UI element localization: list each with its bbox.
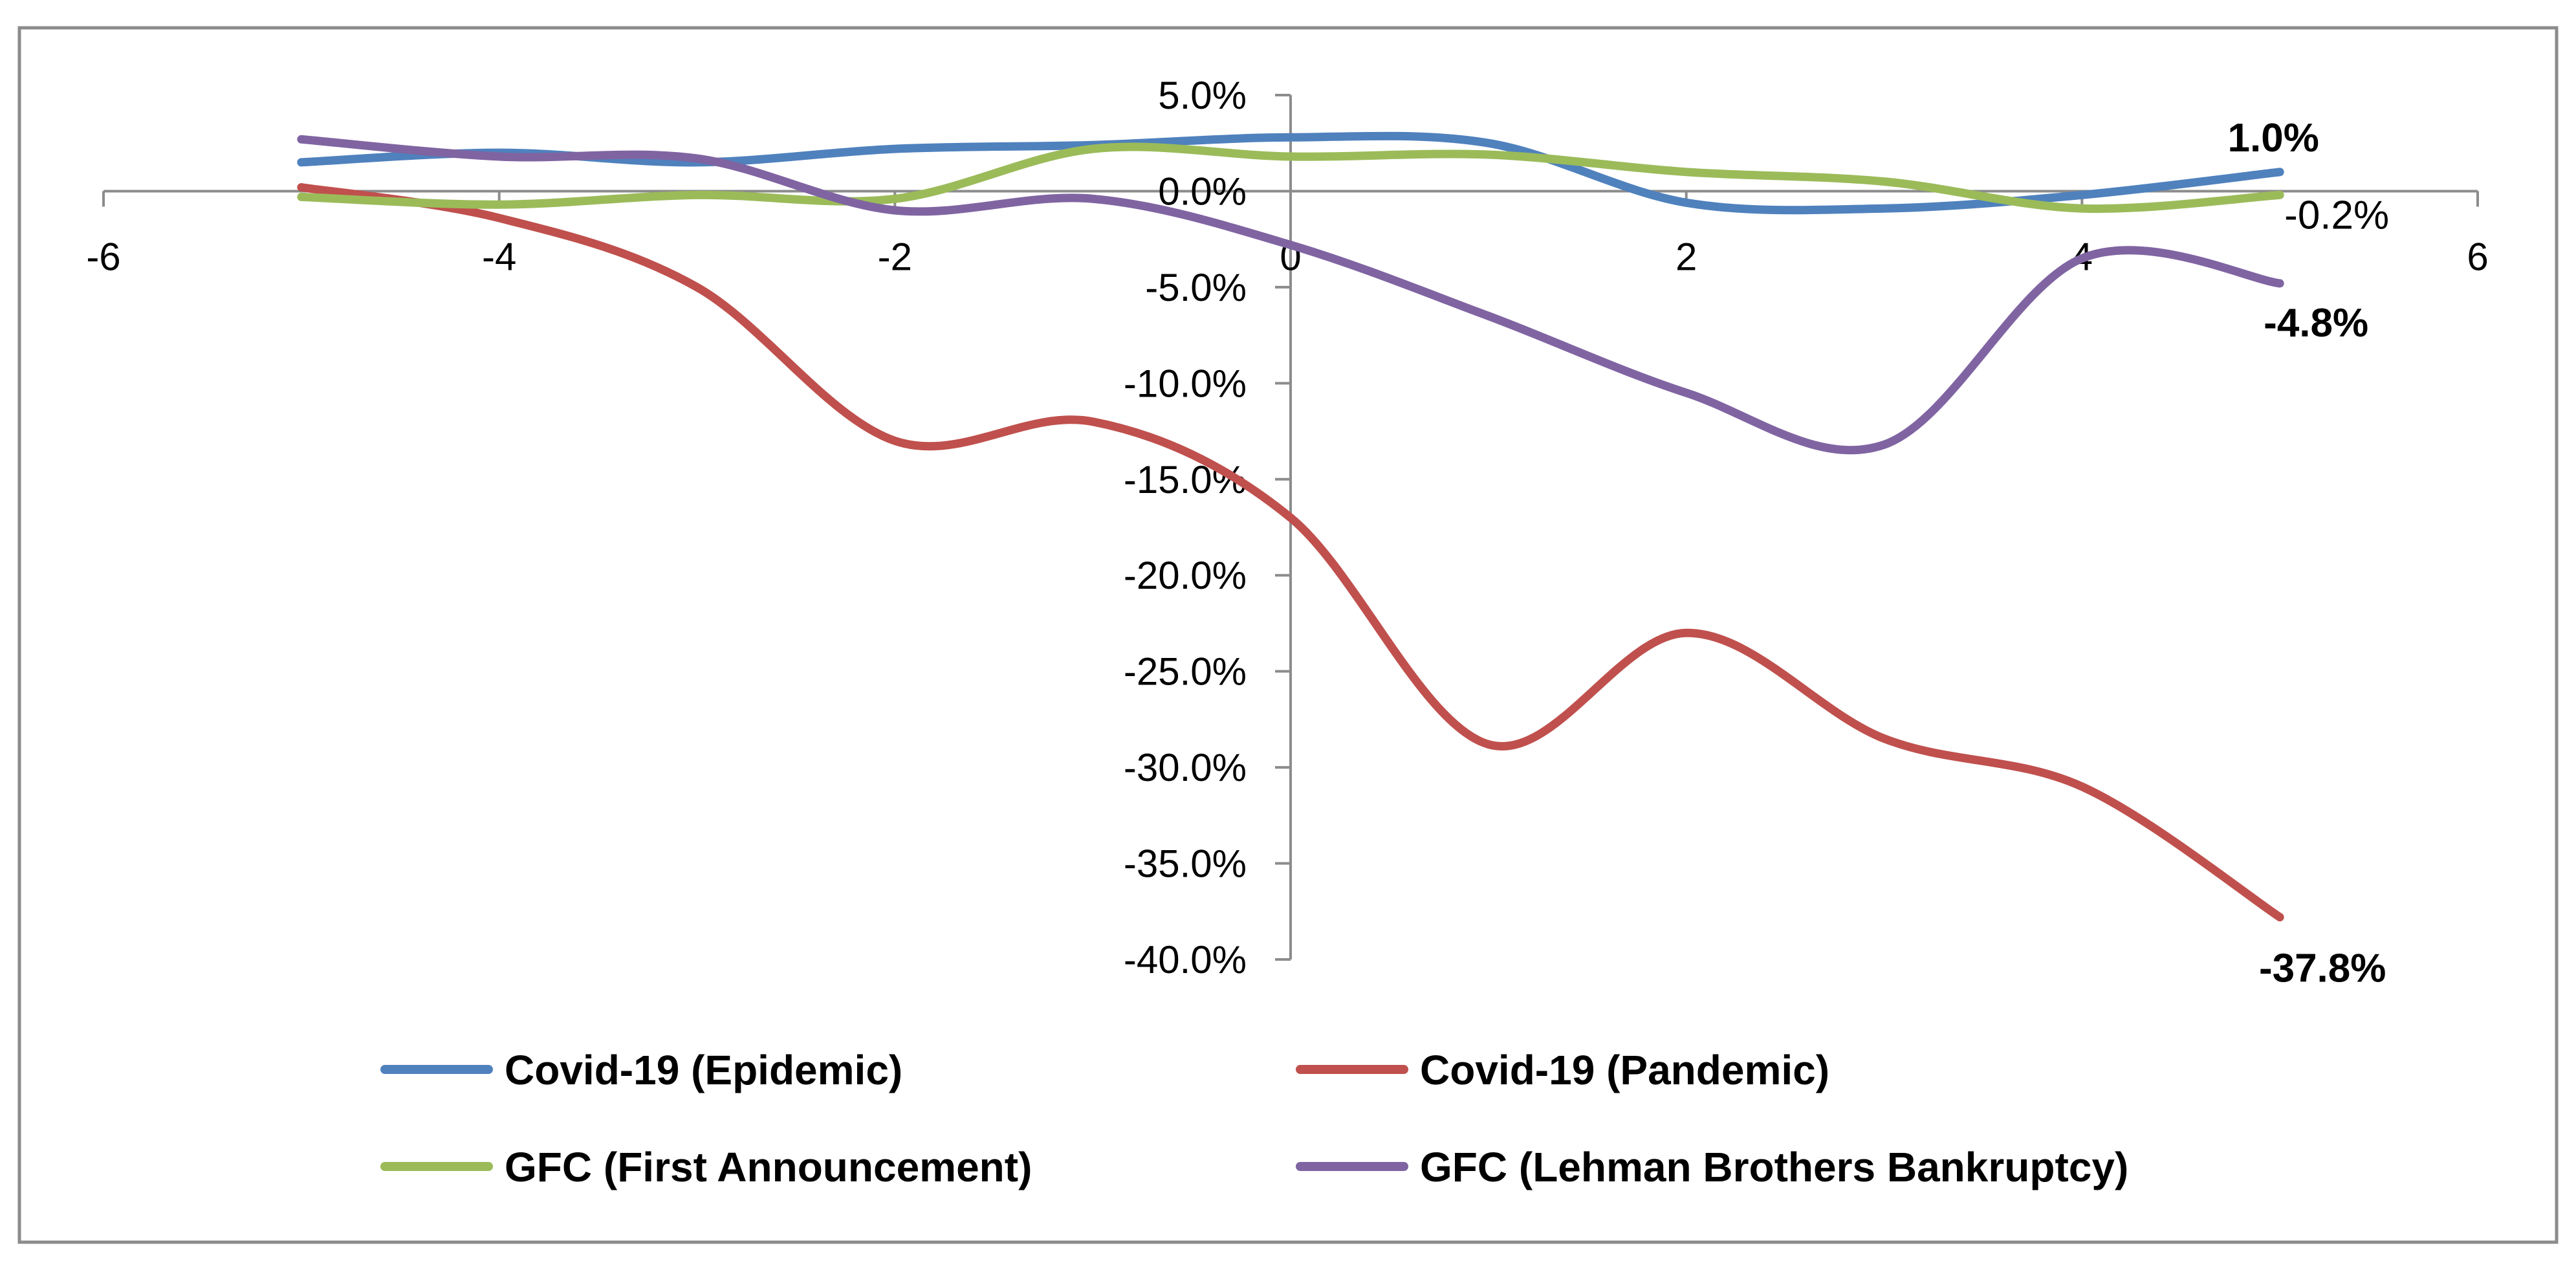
x-tick-label: -4 <box>482 235 516 278</box>
legend-label: Covid-19 (Epidemic) <box>505 1047 902 1093</box>
y-tick-label: -15.0% <box>1124 458 1247 501</box>
x-tick-label: 6 <box>2467 235 2488 278</box>
y-tick-label: -5.0% <box>1145 266 1247 309</box>
legend-label: Covid-19 (Pandemic) <box>1420 1047 1829 1093</box>
y-tick-label: -20.0% <box>1124 554 1247 597</box>
series-end-label: -0.2% <box>2284 193 2389 237</box>
series-end-label: 1.0% <box>2228 116 2319 160</box>
y-tick-label: -40.0% <box>1124 938 1247 981</box>
series-line <box>297 131 2284 215</box>
legend: Covid-19 (Epidemic) Covid-19 (Pandemic) GF… <box>380 1047 2128 1190</box>
series-lines <box>297 131 2284 922</box>
chart-border <box>17 26 2559 1244</box>
y-tick-label: -35.0% <box>1124 842 1247 886</box>
x-tick-label: -6 <box>86 235 120 278</box>
series-line <box>297 183 2284 922</box>
series-line <box>297 135 2284 455</box>
y-tick-label: 5.0% <box>1158 74 1247 117</box>
y-tick-label: 0.0% <box>1158 170 1247 213</box>
legend-label: GFC (Lehman Brothers Bankruptcy) <box>1420 1144 2128 1190</box>
y-tick-label: -25.0% <box>1124 650 1247 694</box>
y-tick-label: -30.0% <box>1124 746 1247 789</box>
y-axis-ticks: 5.0% 0.0% -5.0% -10.0% -15.0% -20.0% -25.0% -30… <box>1124 74 1291 981</box>
series-line <box>297 142 2284 213</box>
end-labels: 1.0% -37.8% -0.2% -4.8% <box>2228 116 2390 991</box>
x-tick-label: 2 <box>1675 235 1697 278</box>
series-end-label: -37.8% <box>2259 947 2386 991</box>
series-end-label: -4.8% <box>2264 301 2368 345</box>
legend-label: GFC (First Announcement) <box>505 1144 1032 1190</box>
y-tick-label: -10.0% <box>1124 362 1247 405</box>
x-tick-label: -2 <box>878 235 912 278</box>
